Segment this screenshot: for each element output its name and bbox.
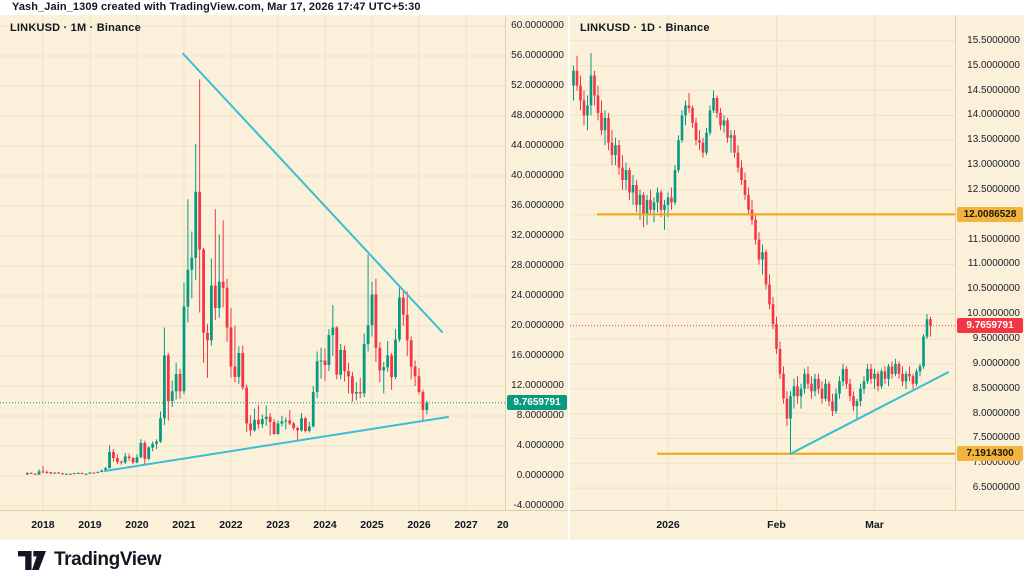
y-axis-tick: 9.0000000 <box>972 357 1020 369</box>
x-axis-tick: 2021 <box>172 519 196 531</box>
y-axis-tick: 9.5000000 <box>972 333 1020 345</box>
y-axis-tick: 11.5000000 <box>967 233 1020 245</box>
y-axis-tick: 7.0000000 <box>972 457 1020 469</box>
y-axis-tick: 28.0000000 <box>511 260 564 272</box>
x-axis-tick: 2022 <box>219 519 243 531</box>
x-axis-tick: 2019 <box>78 519 102 531</box>
y-axis-tick: 8.0000000 <box>516 410 564 422</box>
left-time-axis[interactable]: 2018 2019 2020 2021 2022 2023 2024 2025 2026 2027… <box>0 510 568 540</box>
left-chart-legend[interactable]: LINKUSD · 1M · Binance <box>10 22 141 34</box>
x-axis-tick: 2026 <box>656 519 680 531</box>
x-axis-tick: 2020 <box>125 519 149 531</box>
right-time-axis[interactable]: 2026 Feb Mar <box>570 510 1024 540</box>
ascending-trendline[interactable] <box>103 416 449 472</box>
y-axis-tick: 40.0000000 <box>511 170 564 182</box>
y-axis-tick: 20.0000000 <box>511 320 564 332</box>
tradingview-logo[interactable]: TradingView <box>18 549 162 571</box>
y-axis-tick: 48.0000000 <box>511 110 564 122</box>
x-axis-tick: 2027 <box>454 519 478 531</box>
y-axis-tick: 44.0000000 <box>511 140 564 152</box>
y-axis-tick: 11.0000000 <box>967 258 1020 270</box>
y-axis-tick: 60.0000000 <box>511 20 564 32</box>
right-price-axis[interactable]: 15.5000000 15.0000000 14.5000000 14.0000000… <box>955 15 1024 510</box>
footer: TradingView <box>0 540 1024 580</box>
y-axis-tick: 56.0000000 <box>511 50 564 62</box>
charts-container: LINKUSD · 1M · Binance 60.0000000 56.0000… <box>0 15 1024 540</box>
descending-trendline[interactable] <box>182 52 444 333</box>
right-chart-legend[interactable]: LINKUSD · 1D · Binance <box>580 22 710 34</box>
y-axis-tick: 12.0000000 <box>511 380 564 392</box>
y-axis-tick: 12.5000000 <box>967 183 1020 195</box>
x-axis-tick: 2025 <box>360 519 384 531</box>
x-axis-tick: 2018 <box>31 519 55 531</box>
monthly-chart-panel: LINKUSD · 1M · Binance 60.0000000 56.0000… <box>0 15 568 540</box>
daily-chart-plot[interactable] <box>570 15 1024 510</box>
y-axis-tick: 6.5000000 <box>972 482 1020 494</box>
x-axis-tick: 2026 <box>407 519 431 531</box>
ascending-trendline[interactable] <box>789 371 949 455</box>
x-axis-tick: 2024 <box>313 519 337 531</box>
level-price-label: 12.0086528 <box>957 206 1023 222</box>
attribution-text: Yash_Jain_1309 created with TradingView.… <box>12 1 421 13</box>
last-price-label: 9.7659791 <box>507 395 567 411</box>
y-axis-tick: 10.5000000 <box>967 283 1020 295</box>
level-price-label: 7.1914300 <box>957 446 1023 462</box>
x-axis-tick: Mar <box>865 519 884 531</box>
monthly-chart-plot[interactable] <box>0 15 568 510</box>
y-axis-tick: 14.0000000 <box>967 109 1020 121</box>
last-price-label: 9.7659791 <box>957 318 1023 334</box>
y-axis-tick: 24.0000000 <box>511 290 564 302</box>
y-axis-tick: 15.0000000 <box>967 59 1020 71</box>
y-axis-tick: 10.0000000 <box>967 308 1020 320</box>
tradingview-icon <box>18 550 46 570</box>
y-axis-tick: 14.5000000 <box>967 84 1020 96</box>
y-axis-tick: 52.0000000 <box>511 80 564 92</box>
y-axis-tick: 0.0000000 <box>516 470 564 482</box>
y-axis-tick: 8.5000000 <box>972 382 1020 394</box>
y-axis-tick: 16.0000000 <box>511 350 564 362</box>
y-axis-tick: 15.5000000 <box>967 34 1020 46</box>
y-axis-tick: 13.0000000 <box>967 159 1020 171</box>
left-price-axis[interactable]: 60.0000000 56.0000000 52.0000000 48.0000000… <box>505 15 568 512</box>
y-axis-tick: 8.0000000 <box>972 407 1020 419</box>
y-axis-tick: -4.0000000 <box>513 500 564 512</box>
y-axis-tick: 32.0000000 <box>511 230 564 242</box>
y-axis-tick: 36.0000000 <box>511 200 564 212</box>
tradingview-wordmark: TradingView <box>54 549 162 570</box>
x-axis-tick: Feb <box>767 519 786 531</box>
x-axis-tick: 2023 <box>266 519 290 531</box>
daily-chart-panel: LINKUSD · 1D · Binance 15.5000000 15.0000… <box>570 15 1024 540</box>
y-axis-tick: 4.0000000 <box>516 440 564 452</box>
y-axis-tick: 7.5000000 <box>972 432 1020 444</box>
y-axis-tick: 13.5000000 <box>967 134 1020 146</box>
x-axis-tick: 20 <box>496 519 509 531</box>
